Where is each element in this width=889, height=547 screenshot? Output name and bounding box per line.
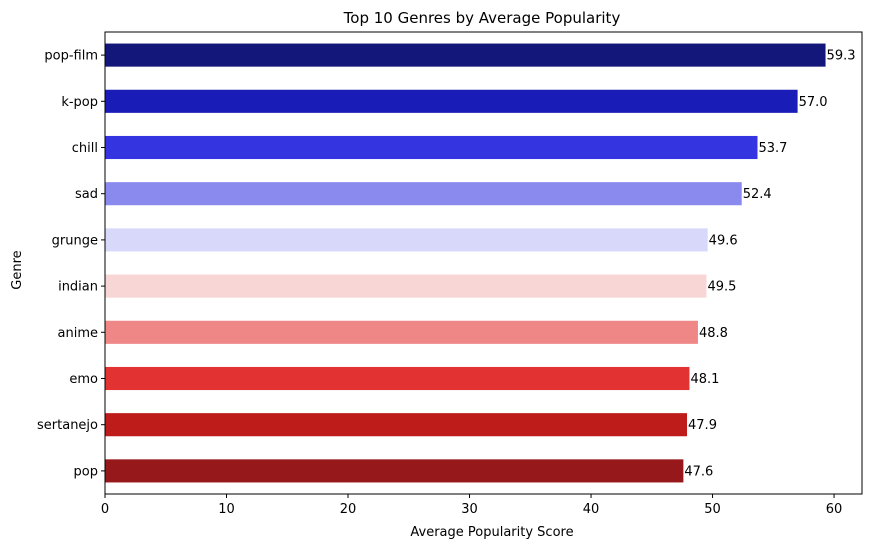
bar-emo <box>105 366 690 391</box>
bar-pop-film <box>105 43 826 67</box>
x-tick-label-10: 10 <box>218 502 235 517</box>
y-tick-label-chill: chill <box>72 141 98 156</box>
y-tick-label-sertanejo: sertanejo <box>37 418 98 433</box>
x-tick-label-30: 30 <box>461 502 478 517</box>
y-tick-label-emo: emo <box>69 372 98 387</box>
data-label-k-pop: 57.0 <box>799 95 828 110</box>
data-label-indian: 49.5 <box>707 280 736 295</box>
x-tick-label-40: 40 <box>583 502 600 517</box>
y-tick-label-sad: sad <box>75 187 98 202</box>
x-axis-label: Average Popularity Score <box>410 525 573 540</box>
bar-pop <box>105 459 684 483</box>
plot-frame <box>104 31 863 495</box>
x-tick-label-0: 0 <box>101 502 109 517</box>
data-label-emo: 48.1 <box>690 372 719 387</box>
plot-border <box>104 31 863 495</box>
data-label-sad: 52.4 <box>743 187 772 202</box>
y-tick-label-anime: anime <box>58 326 98 341</box>
chart-title: Top 10 Genres by Average Popularity <box>343 9 621 27</box>
data-label-pop: 47.6 <box>684 464 713 479</box>
bar-sertanejo <box>105 413 688 437</box>
y-tick-label-pop: pop <box>74 464 98 479</box>
bar-k-pop <box>105 89 798 113</box>
data-label-anime: 48.8 <box>699 326 728 341</box>
bars-group: 59.3 57.0 53.7 52.4 49.6 49.5 48.8 48.1 47.9 47.6 <box>105 43 856 483</box>
x-tick-label-60: 60 <box>826 502 843 517</box>
bar-anime <box>105 320 698 344</box>
data-label-chill: 53.7 <box>759 141 788 156</box>
x-tick-label-50: 50 <box>704 502 721 517</box>
y-tick-label-indian: indian <box>58 280 98 295</box>
bar-chill <box>105 135 758 160</box>
x-tick-label-20: 20 <box>340 502 357 517</box>
bar-sad <box>105 182 742 206</box>
y-tick-label-grunge: grunge <box>52 233 98 248</box>
data-label-sertanejo: 47.9 <box>688 418 717 433</box>
y-tick-label-k-pop: k-pop <box>61 95 98 110</box>
y-axis-ticks: pop-film k-pop chill sad grunge indian anime em… <box>37 49 105 479</box>
x-axis-ticks: 0 10 20 30 40 50 60 <box>101 494 842 517</box>
y-axis-label: Genre <box>10 250 25 289</box>
data-label-pop-film: 59.3 <box>827 49 856 64</box>
y-tick-label-pop-film: pop-film <box>44 49 98 64</box>
bar-indian <box>105 274 707 298</box>
data-label-grunge: 49.6 <box>709 233 738 248</box>
bar-grunge <box>105 228 708 252</box>
